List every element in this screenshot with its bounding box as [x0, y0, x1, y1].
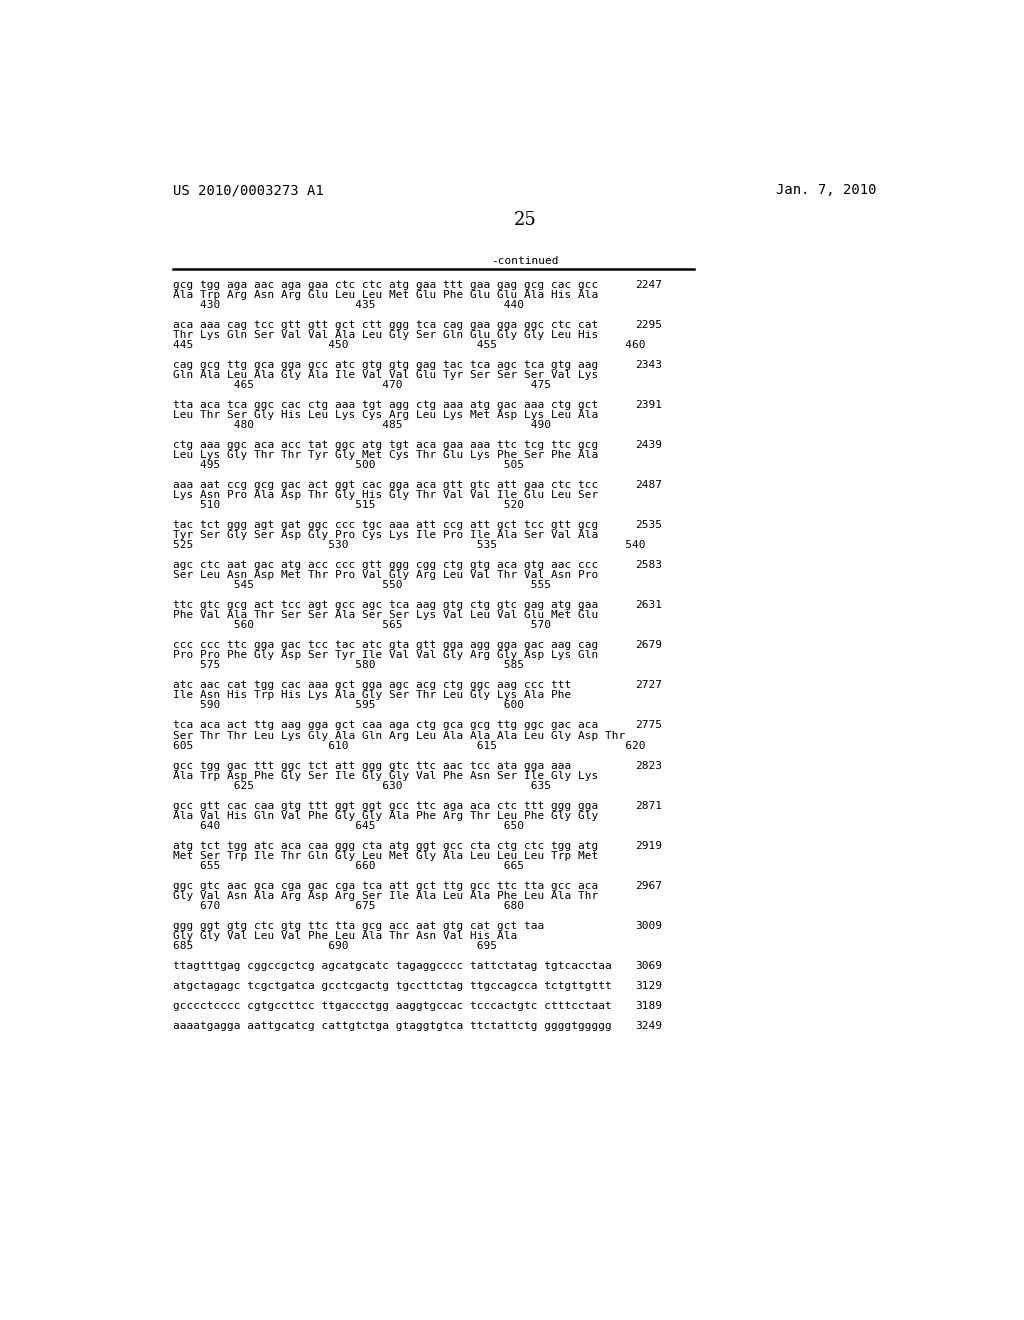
Text: 3189: 3189 — [636, 1001, 663, 1011]
Text: 655                    660                   665: 655 660 665 — [173, 861, 524, 871]
Text: 480                   485                   490: 480 485 490 — [173, 420, 551, 430]
Text: 2295: 2295 — [636, 321, 663, 330]
Text: 590                    595                   600: 590 595 600 — [173, 701, 524, 710]
Text: ggc gtc aac gca cga gac cga tca att gct ttg gcc ttc tta gcc aca: ggc gtc aac gca cga gac cga tca att gct … — [173, 880, 598, 891]
Text: Leu Thr Ser Gly His Leu Lys Cys Arg Leu Lys Met Asp Lys Leu Ala: Leu Thr Ser Gly His Leu Lys Cys Arg Leu … — [173, 411, 598, 420]
Text: gcc gtt cac caa gtg ttt ggt ggt gcc ttc aga aca ctc ttt ggg gga: gcc gtt cac caa gtg ttt ggt ggt gcc ttc … — [173, 800, 598, 810]
Text: 545                   550                   555: 545 550 555 — [173, 581, 551, 590]
Text: Ser Thr Thr Leu Lys Gly Ala Gln Arg Leu Ala Ala Ala Leu Gly Asp Thr: Ser Thr Thr Leu Lys Gly Ala Gln Arg Leu … — [173, 730, 626, 741]
Text: gcc tgg gac ttt ggc tct att ggg gtc ttc aac tcc ata gga aaa: gcc tgg gac ttt ggc tct att ggg gtc ttc … — [173, 760, 571, 771]
Text: 625                   630                   635: 625 630 635 — [173, 780, 551, 791]
Text: ggg ggt gtg ctc gtg ttc tta gcg acc aat gtg cat gct taa: ggg ggt gtg ctc gtg ttc tta gcg acc aat … — [173, 921, 544, 931]
Text: 605                    610                   615                   620: 605 610 615 620 — [173, 741, 645, 751]
Text: US 2010/0003273 A1: US 2010/0003273 A1 — [173, 183, 324, 197]
Text: 2391: 2391 — [636, 400, 663, 411]
Text: 495                    500                   505: 495 500 505 — [173, 461, 524, 470]
Text: Pro Pro Phe Gly Asp Ser Tyr Ile Val Val Gly Arg Gly Asp Lys Gln: Pro Pro Phe Gly Asp Ser Tyr Ile Val Val … — [173, 651, 598, 660]
Text: 2871: 2871 — [636, 800, 663, 810]
Text: 2631: 2631 — [636, 601, 663, 610]
Text: 3129: 3129 — [636, 981, 663, 991]
Text: 2823: 2823 — [636, 760, 663, 771]
Text: Thr Lys Gln Ser Val Val Ala Leu Gly Ser Gln Glu Gly Gly Leu His: Thr Lys Gln Ser Val Val Ala Leu Gly Ser … — [173, 330, 598, 341]
Text: 3069: 3069 — [636, 961, 663, 970]
Text: 2343: 2343 — [636, 360, 663, 370]
Text: gcg tgg aga aac aga gaa ctc ctc atg gaa ttt gaa gag gcg cac gcc: gcg tgg aga aac aga gaa ctc ctc atg gaa … — [173, 280, 598, 290]
Text: 465                   470                   475: 465 470 475 — [173, 380, 551, 391]
Text: Phe Val Ala Thr Ser Ser Ala Ser Ser Lys Val Leu Val Glu Met Glu: Phe Val Ala Thr Ser Ser Ala Ser Ser Lys … — [173, 610, 598, 620]
Text: 25: 25 — [513, 211, 537, 228]
Text: 575                    580                   585: 575 580 585 — [173, 660, 524, 671]
Text: agc ctc aat gac atg acc ccc gtt ggg cgg ctg gtg aca gtg aac ccc: agc ctc aat gac atg acc ccc gtt ggg cgg … — [173, 561, 598, 570]
Text: Tyr Ser Gly Ser Asp Gly Pro Cys Lys Ile Pro Ile Ala Ser Val Ala: Tyr Ser Gly Ser Asp Gly Pro Cys Lys Ile … — [173, 531, 598, 540]
Text: 685                    690                   695: 685 690 695 — [173, 941, 497, 950]
Text: 2247: 2247 — [636, 280, 663, 290]
Text: Leu Lys Gly Thr Thr Tyr Gly Met Cys Thr Glu Lys Phe Ser Phe Ala: Leu Lys Gly Thr Thr Tyr Gly Met Cys Thr … — [173, 450, 598, 461]
Text: 510                    515                   520: 510 515 520 — [173, 500, 524, 511]
Text: Ala Trp Asp Phe Gly Ser Ile Gly Gly Val Phe Asn Ser Ile Gly Lys: Ala Trp Asp Phe Gly Ser Ile Gly Gly Val … — [173, 771, 598, 780]
Text: Jan. 7, 2010: Jan. 7, 2010 — [776, 183, 877, 197]
Text: 525                    530                   535                   540: 525 530 535 540 — [173, 540, 645, 550]
Text: aca aaa cag tcc gtt gtt gct ctt ggg tca cag gaa gga ggc ctc cat: aca aaa cag tcc gtt gtt gct ctt ggg tca … — [173, 321, 598, 330]
Text: 2535: 2535 — [636, 520, 663, 531]
Text: Gln Ala Leu Ala Gly Ala Ile Val Val Glu Tyr Ser Ser Ser Val Lys: Gln Ala Leu Ala Gly Ala Ile Val Val Glu … — [173, 370, 598, 380]
Text: atgctagagc tcgctgatca gcctcgactg tgccttctag ttgccagcca tctgttgttt: atgctagagc tcgctgatca gcctcgactg tgccttc… — [173, 981, 611, 991]
Text: aaaatgagga aattgcatcg cattgtctga gtaggtgtca ttctattctg ggggtggggg: aaaatgagga aattgcatcg cattgtctga gtaggtg… — [173, 1020, 611, 1031]
Text: 2919: 2919 — [636, 841, 663, 850]
Text: Ala Val His Gln Val Phe Gly Gly Ala Phe Arg Thr Leu Phe Gly Gly: Ala Val His Gln Val Phe Gly Gly Ala Phe … — [173, 810, 598, 821]
Text: Ala Trp Arg Asn Arg Glu Leu Leu Met Glu Phe Glu Glu Ala His Ala: Ala Trp Arg Asn Arg Glu Leu Leu Met Glu … — [173, 290, 598, 300]
Text: -continued: -continued — [492, 256, 558, 267]
Text: 2583: 2583 — [636, 561, 663, 570]
Text: 3009: 3009 — [636, 921, 663, 931]
Text: cag gcg ttg gca gga gcc atc gtg gtg gag tac tca agc tca gtg aag: cag gcg ttg gca gga gcc atc gtg gtg gag … — [173, 360, 598, 370]
Text: 2967: 2967 — [636, 880, 663, 891]
Text: 2439: 2439 — [636, 441, 663, 450]
Text: ttagtttgag cggccgctcg agcatgcatc tagaggcccc tattctatag tgtcacctaa: ttagtttgag cggccgctcg agcatgcatc tagaggc… — [173, 961, 611, 970]
Text: 445                    450                   455                   460: 445 450 455 460 — [173, 341, 645, 350]
Text: 2679: 2679 — [636, 640, 663, 651]
Text: ccc ccc ttc gga gac tcc tac atc gta gtt gga agg gga gac aag cag: ccc ccc ttc gga gac tcc tac atc gta gtt … — [173, 640, 598, 651]
Text: 430                    435                   440: 430 435 440 — [173, 300, 524, 310]
Text: 2727: 2727 — [636, 681, 663, 690]
Text: tac tct ggg agt gat ggc ccc tgc aaa att ccg att gct tcc gtt gcg: tac tct ggg agt gat ggc ccc tgc aaa att … — [173, 520, 598, 531]
Text: tca aca act ttg aag gga gct caa aga ctg gca gcg ttg ggc gac aca: tca aca act ttg aag gga gct caa aga ctg … — [173, 721, 598, 730]
Text: atg tct tgg atc aca caa ggg cta atg ggt gcc cta ctg ctc tgg atg: atg tct tgg atc aca caa ggg cta atg ggt … — [173, 841, 598, 850]
Text: Gly Val Asn Ala Arg Asp Arg Ser Ile Ala Leu Ala Phe Leu Ala Thr: Gly Val Asn Ala Arg Asp Arg Ser Ile Ala … — [173, 891, 598, 900]
Text: Met Ser Trp Ile Thr Gln Gly Leu Met Gly Ala Leu Leu Leu Trp Met: Met Ser Trp Ile Thr Gln Gly Leu Met Gly … — [173, 850, 598, 861]
Text: 640                    645                   650: 640 645 650 — [173, 821, 524, 830]
Text: 670                    675                   680: 670 675 680 — [173, 900, 524, 911]
Text: 560                   565                   570: 560 565 570 — [173, 620, 551, 631]
Text: ttc gtc gcg act tcc agt gcc agc tca aag gtg ctg gtc gag atg gaa: ttc gtc gcg act tcc agt gcc agc tca aag … — [173, 601, 598, 610]
Text: Ser Leu Asn Asp Met Thr Pro Val Gly Arg Leu Val Thr Val Asn Pro: Ser Leu Asn Asp Met Thr Pro Val Gly Arg … — [173, 570, 598, 581]
Text: gcccctcccc cgtgccttcc ttgaccctgg aaggtgccac tcccactgtc ctttcctaat: gcccctcccc cgtgccttcc ttgaccctgg aaggtgc… — [173, 1001, 611, 1011]
Text: 2487: 2487 — [636, 480, 663, 490]
Text: aaa aat ccg gcg gac act ggt cac gga aca gtt gtc att gaa ctc tcc: aaa aat ccg gcg gac act ggt cac gga aca … — [173, 480, 598, 490]
Text: Ile Asn His Trp His Lys Ala Gly Ser Thr Leu Gly Lys Ala Phe: Ile Asn His Trp His Lys Ala Gly Ser Thr … — [173, 690, 571, 701]
Text: tta aca tca ggc cac ctg aaa tgt agg ctg aaa atg gac aaa ctg gct: tta aca tca ggc cac ctg aaa tgt agg ctg … — [173, 400, 598, 411]
Text: atc aac cat tgg cac aaa gct gga agc acg ctg ggc aag ccc ttt: atc aac cat tgg cac aaa gct gga agc acg … — [173, 681, 571, 690]
Text: ctg aaa ggc aca acc tat ggc atg tgt aca gaa aaa ttc tcg ttc gcg: ctg aaa ggc aca acc tat ggc atg tgt aca … — [173, 441, 598, 450]
Text: Gly Gly Val Leu Val Phe Leu Ala Thr Asn Val His Ala: Gly Gly Val Leu Val Phe Leu Ala Thr Asn … — [173, 931, 517, 941]
Text: Lys Asn Pro Ala Asp Thr Gly His Gly Thr Val Val Ile Glu Leu Ser: Lys Asn Pro Ala Asp Thr Gly His Gly Thr … — [173, 490, 598, 500]
Text: 2775: 2775 — [636, 721, 663, 730]
Text: 3249: 3249 — [636, 1020, 663, 1031]
